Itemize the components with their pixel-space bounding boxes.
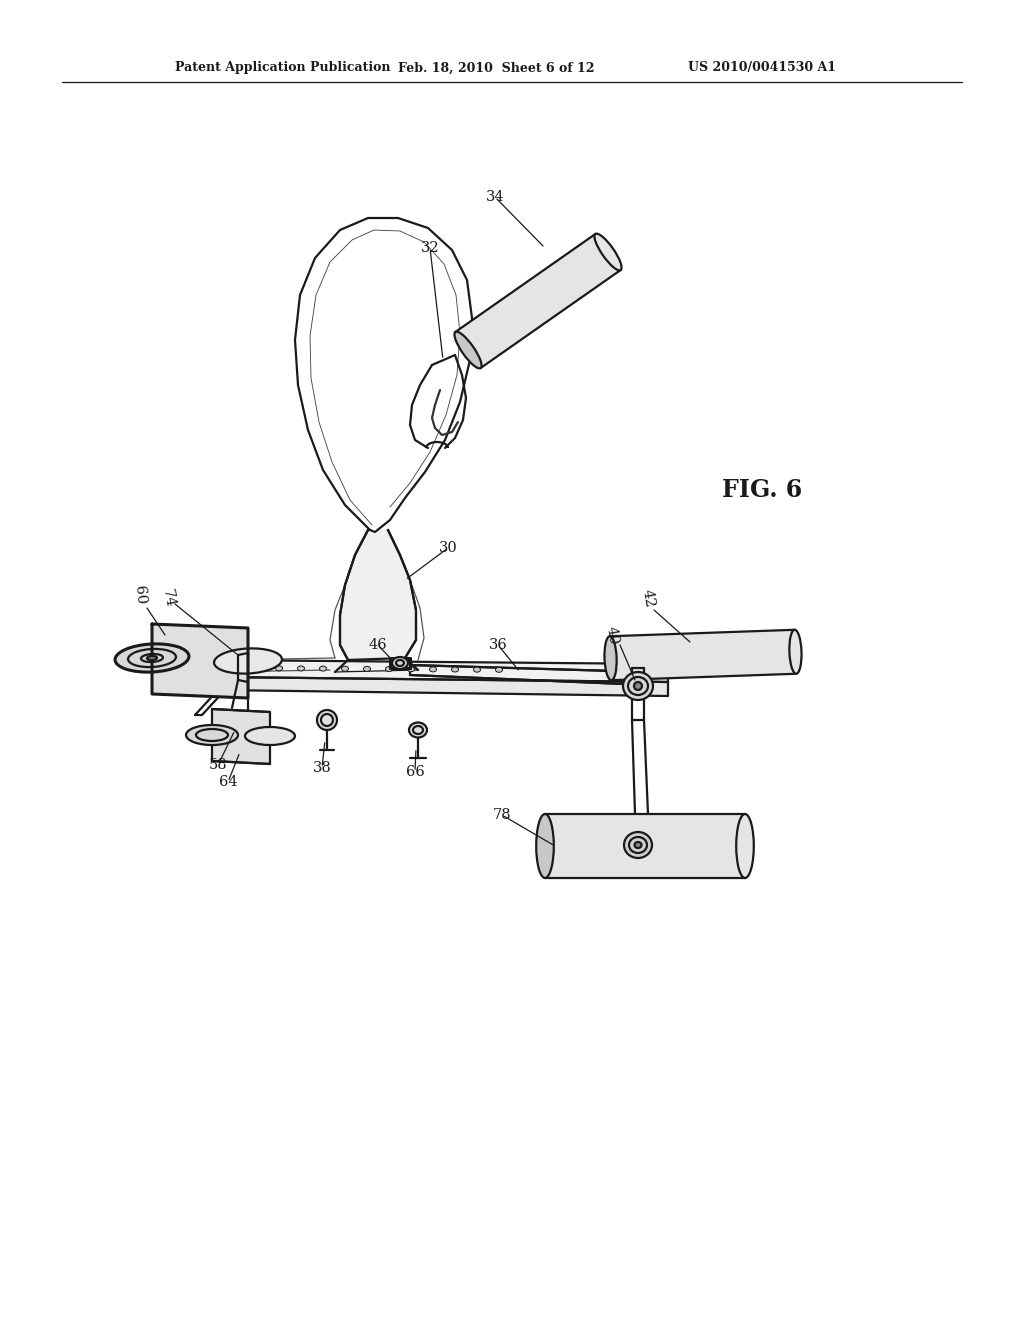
Ellipse shape — [455, 331, 481, 368]
Ellipse shape — [298, 667, 304, 671]
Text: 30: 30 — [438, 541, 458, 554]
Polygon shape — [152, 624, 248, 698]
Ellipse shape — [595, 234, 622, 271]
Text: 36: 36 — [488, 638, 507, 652]
Text: 66: 66 — [406, 766, 424, 779]
Text: 78: 78 — [493, 808, 511, 822]
Ellipse shape — [341, 667, 348, 672]
Ellipse shape — [408, 667, 415, 672]
Ellipse shape — [385, 667, 392, 672]
Polygon shape — [609, 630, 797, 680]
Ellipse shape — [537, 814, 554, 878]
Ellipse shape — [790, 630, 802, 673]
Text: 32: 32 — [421, 242, 439, 255]
Text: 42: 42 — [640, 587, 656, 609]
Text: 34: 34 — [485, 190, 504, 205]
Ellipse shape — [319, 667, 327, 671]
Polygon shape — [545, 814, 745, 878]
Ellipse shape — [634, 682, 642, 690]
Ellipse shape — [604, 636, 616, 680]
Text: 64: 64 — [219, 775, 238, 789]
Ellipse shape — [409, 722, 427, 738]
Text: 40: 40 — [603, 624, 621, 645]
Polygon shape — [212, 709, 270, 764]
Text: 46: 46 — [369, 638, 387, 652]
Text: 74: 74 — [160, 587, 176, 609]
Ellipse shape — [496, 668, 503, 672]
Ellipse shape — [317, 710, 337, 730]
Ellipse shape — [452, 667, 459, 672]
Ellipse shape — [231, 665, 239, 671]
Ellipse shape — [736, 814, 754, 878]
Text: FIG. 6: FIG. 6 — [722, 478, 802, 502]
Ellipse shape — [429, 667, 436, 672]
Ellipse shape — [245, 727, 295, 744]
Polygon shape — [218, 660, 668, 682]
Ellipse shape — [364, 667, 371, 672]
Text: US 2010/0041530 A1: US 2010/0041530 A1 — [688, 62, 836, 74]
Ellipse shape — [214, 648, 282, 673]
Ellipse shape — [115, 644, 189, 672]
Ellipse shape — [623, 672, 653, 700]
Text: 60: 60 — [132, 585, 147, 605]
Ellipse shape — [254, 665, 260, 671]
Text: 58: 58 — [209, 758, 227, 772]
Text: 38: 38 — [312, 762, 332, 775]
Polygon shape — [456, 234, 621, 368]
Polygon shape — [340, 531, 416, 660]
Ellipse shape — [275, 665, 283, 671]
Ellipse shape — [392, 657, 408, 669]
Polygon shape — [410, 665, 648, 685]
Ellipse shape — [624, 832, 652, 858]
Ellipse shape — [473, 667, 480, 672]
Polygon shape — [218, 677, 668, 696]
Ellipse shape — [186, 725, 238, 744]
Ellipse shape — [635, 842, 641, 847]
Text: Feb. 18, 2010  Sheet 6 of 12: Feb. 18, 2010 Sheet 6 of 12 — [398, 62, 595, 74]
Ellipse shape — [147, 656, 157, 660]
Polygon shape — [295, 218, 472, 532]
Text: Patent Application Publication: Patent Application Publication — [175, 62, 390, 74]
